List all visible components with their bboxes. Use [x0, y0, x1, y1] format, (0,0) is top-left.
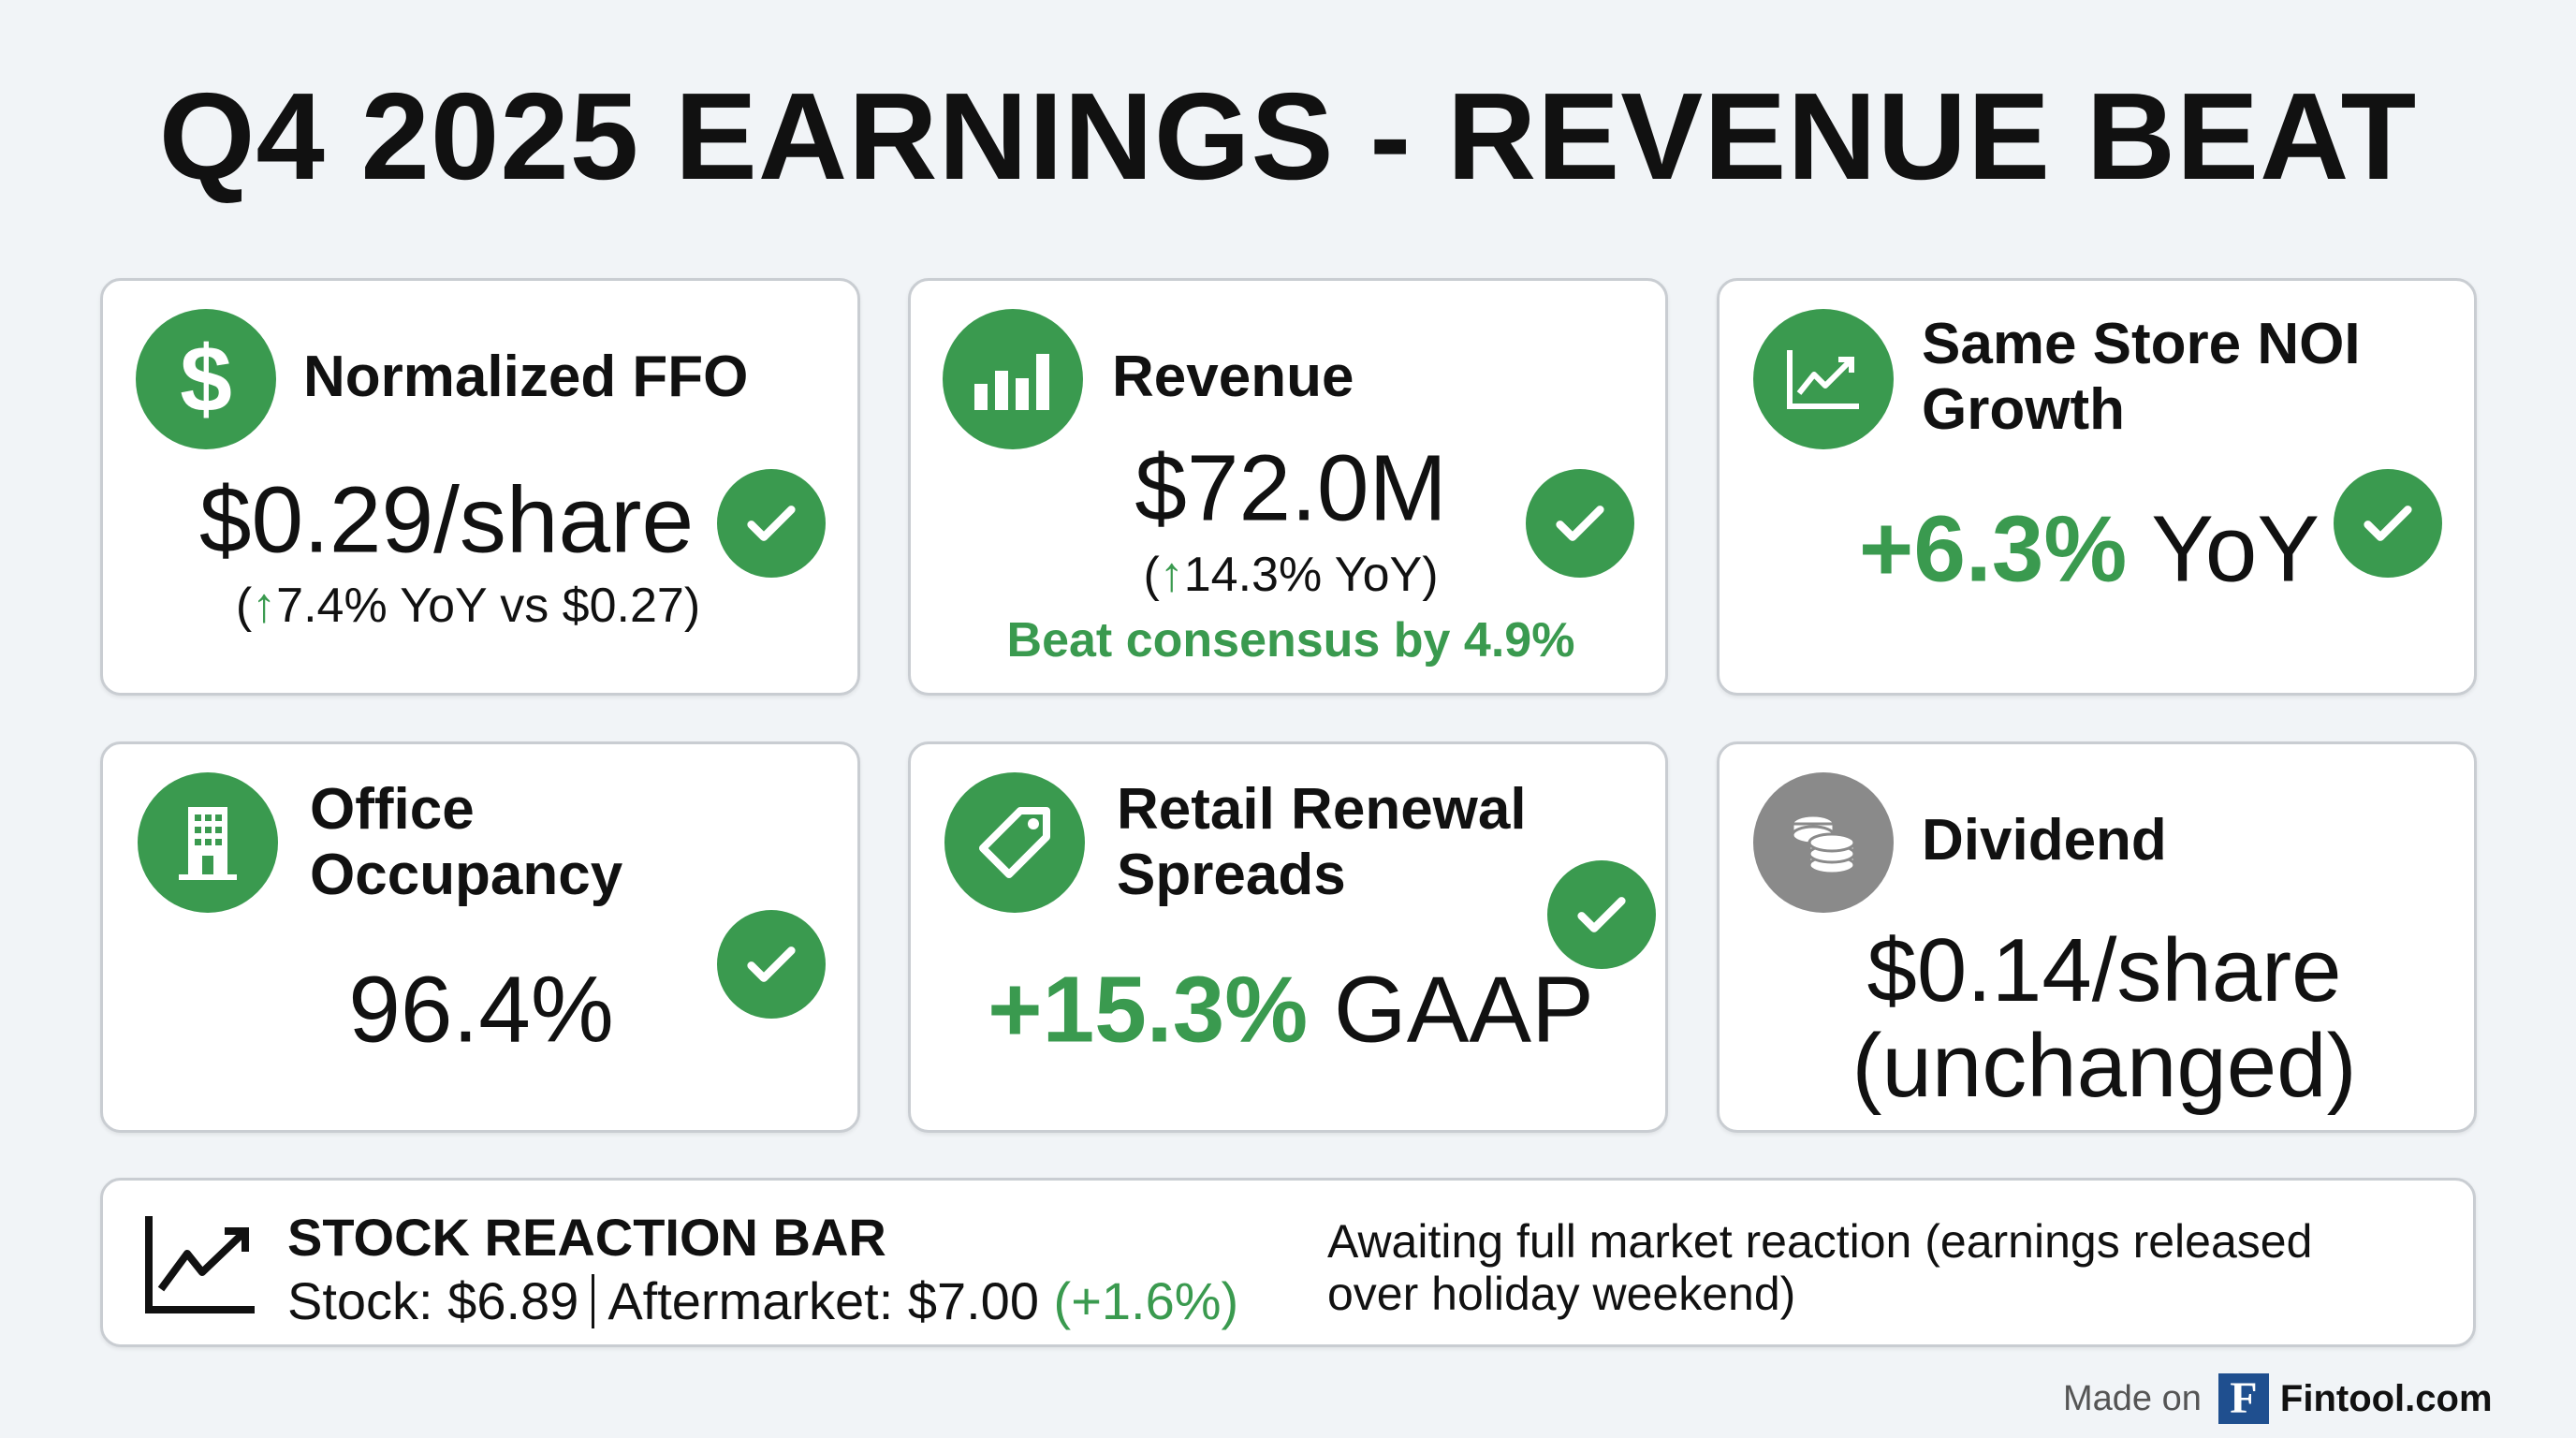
card-same-store-noi: Same Store NOI Growth +6.3% YoY: [1717, 278, 2477, 696]
bar-chart-icon: [943, 309, 1083, 449]
made-on-label: Made on: [2063, 1378, 2202, 1418]
consensus-note: Beat consensus by 4.9%: [1006, 613, 1575, 668]
card-value: $0.29/share: [198, 467, 695, 573]
card-title-line2: Growth: [1922, 377, 2125, 442]
card-title: Dividend: [1922, 808, 2167, 873]
card-revenue: Revenue $72.0M (↑14.3% YoY) Beat consens…: [908, 278, 1668, 696]
tag-icon: [944, 772, 1085, 913]
up-arrow-icon: ↑: [252, 579, 277, 633]
card-title-line2: Occupancy: [310, 843, 623, 907]
card-title-line2: Spreads: [1117, 843, 1346, 907]
card-value: 96.4%: [348, 957, 614, 1063]
check-icon: [717, 910, 826, 1019]
card-title-line1: Same Store NOI: [1922, 312, 2361, 376]
value-green: +6.3%: [1858, 496, 2128, 602]
card-value-line2: (unchanged): [1852, 1016, 2357, 1116]
up-arrow-icon: ↑: [1159, 548, 1184, 602]
value-rest: YoY: [2151, 496, 2320, 602]
stock-note-line2: over holiday weekend): [1327, 1268, 1796, 1320]
aftermarket-price: Aftermarket: $7.00: [607, 1271, 1039, 1330]
paren: ): [683, 579, 701, 633]
fintool-logo: F: [2217, 1373, 2269, 1424]
sub-text: 7.4% YoY vs $0.27: [276, 579, 684, 633]
stock-bar-title: STOCK REACTION BAR: [287, 1208, 886, 1267]
card-value: +15.3% GAAP: [988, 957, 1594, 1064]
footer: Made on F Fintool.com: [2063, 1372, 2493, 1425]
card-subtext: (↑14.3% YoY): [1143, 547, 1438, 603]
dollar-icon: $: [136, 309, 276, 449]
coins-icon: [1753, 772, 1894, 913]
card-title: Revenue: [1112, 345, 1354, 409]
card-value: $72.0M: [1134, 435, 1447, 541]
value-rest: GAAP: [1333, 957, 1594, 1063]
check-icon: [1547, 860, 1656, 969]
check-icon: [717, 469, 826, 578]
card-title: Normalized FFO: [303, 345, 749, 409]
aftermarket-change: (+1.6%): [1053, 1271, 1239, 1330]
stock-price: Stock: $6.89: [287, 1271, 579, 1330]
sub-text: 14.3% YoY: [1183, 548, 1423, 602]
card-dividend: Dividend $0.14/share (unchanged): [1717, 741, 2477, 1133]
stock-trend-icon: [145, 1216, 255, 1313]
card-title-line1: Office: [310, 777, 475, 842]
check-icon: [2334, 469, 2442, 578]
card-value-line1: $0.14/share: [1866, 920, 2342, 1020]
fintool-brand[interactable]: Fintool.com: [2279, 1377, 2493, 1419]
stock-note-line1: Awaiting full market reaction (earnings …: [1327, 1215, 2313, 1268]
card-value: +6.3% YoY: [1859, 496, 2320, 604]
building-icon: [138, 772, 278, 913]
divider: [592, 1274, 595, 1328]
paren: (: [1143, 548, 1160, 602]
stock-prices: Stock: $6.89 Aftermarket: $7.00 (+1.6%): [287, 1270, 1238, 1331]
paren: ): [1422, 548, 1439, 602]
card-normalized-ffo: $ Normalized FFO $0.29/share (↑7.4% YoY …: [100, 278, 860, 696]
trend-chart-icon: [1753, 309, 1894, 449]
paren: (: [235, 579, 253, 633]
value-green: +15.3%: [988, 957, 1309, 1063]
card-title-line1: Retail Renewal: [1117, 777, 1527, 842]
card-retail-renewal: Retail Renewal Spreads +15.3% GAAP: [908, 741, 1668, 1133]
page-title: Q4 2025 EARNINGS - REVENUE BEAT: [158, 67, 2418, 205]
stock-reaction-bar: STOCK REACTION BAR Stock: $6.89 Aftermark…: [100, 1178, 2476, 1347]
card-subtext: (↑7.4% YoY vs $0.27): [236, 578, 700, 634]
check-icon: [1526, 469, 1634, 578]
card-office-occupancy: Office Occupancy 96.4%: [100, 741, 860, 1133]
